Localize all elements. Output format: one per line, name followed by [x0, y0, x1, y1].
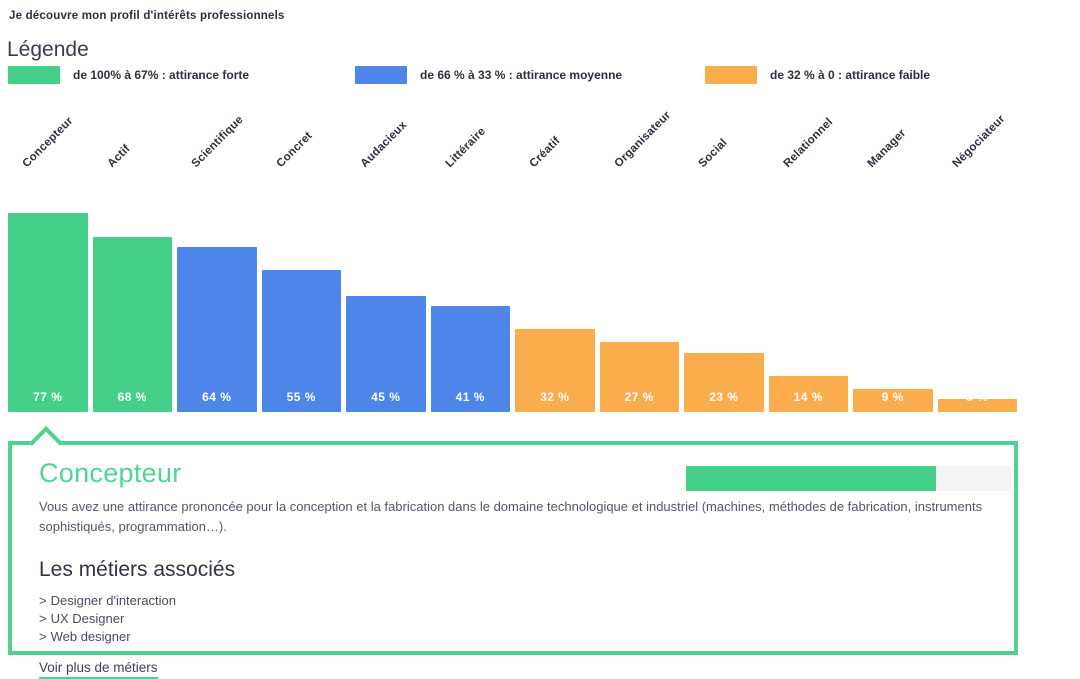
bar-column: 27 % [599, 154, 679, 412]
legend-color-swatch [705, 66, 757, 84]
legend-color-swatch [8, 66, 60, 84]
legend-heading: Légende [7, 38, 89, 61]
bar-value-label: 77 % [33, 390, 63, 404]
bar-audacieux[interactable]: 45 % [346, 295, 426, 412]
detail-panel-content: Concepteur Vous avez une attirance prono… [12, 445, 1014, 679]
jobs-list: > Designer d'interaction > UX Designer > Web … [39, 592, 1000, 645]
legend-color-swatch [355, 66, 407, 84]
bar-column: 32 % [515, 154, 595, 412]
bar-négociateur[interactable]: 5 % [937, 399, 1018, 412]
bar-littéraire[interactable]: 41 % [430, 306, 510, 412]
job-item-label: UX Designer [50, 611, 125, 627]
job-item-label: Web designer [50, 629, 131, 645]
bar-column: 45 % [346, 154, 426, 412]
bar-concret[interactable]: 55 % [261, 270, 341, 412]
bar-value-label: 32 % [540, 390, 570, 404]
legend-item-label: de 100% à 67% : attirance forte [73, 68, 250, 82]
see-more-jobs-link[interactable]: Voir plus de métiers [39, 660, 158, 679]
bar-value-label: 55 % [286, 390, 316, 404]
bar-value-label: 68 % [117, 390, 147, 404]
bar-créatif[interactable]: 32 % [515, 329, 595, 412]
job-list-item[interactable]: > Designer d'interaction [39, 592, 1000, 609]
legend-item: de 32 % à 0 : attirance faible [705, 66, 930, 84]
bar-column: 14 % [768, 154, 848, 412]
bar-actif[interactable]: 68 % [92, 236, 172, 412]
attraction-progress-bar [686, 466, 1011, 491]
bar-value-label: 14 % [793, 390, 823, 404]
bar-manager[interactable]: 9 % [853, 388, 933, 412]
attraction-progress-fill [686, 466, 937, 491]
jobs-heading: Les métiers associés [39, 558, 236, 582]
legend-item: de 66 % à 33 % : attirance moyenne [355, 66, 622, 84]
page-title: Je découvre mon profil d'intérêts profes… [9, 10, 285, 22]
detail-panel: Concepteur Vous avez une attirance prono… [8, 426, 1018, 679]
bar-column: 41 % [430, 154, 510, 412]
bar-concepteur[interactable]: 77 % [8, 213, 88, 412]
bar-value-label: 9 % [881, 390, 904, 404]
interest-bar-chart: 77 % 68 % 64 % 55 % 45 % 41 % 32 % 27 % 23 % 14 %… [8, 154, 1017, 412]
bar-social[interactable]: 23 % [684, 352, 764, 412]
bar-column: 5 % [937, 154, 1018, 412]
bar-column: 68 % [92, 154, 172, 412]
job-item-label: Designer d'interaction [50, 593, 176, 609]
chart-legend: de 100% à 67% : attirance forte de 66 % à… [8, 66, 1018, 88]
bar-value-label: 64 % [202, 390, 232, 404]
bar-column: 55 % [261, 154, 341, 412]
bar-column: 9 % [853, 154, 933, 412]
legend-item-label: de 32 % à 0 : attirance faible [770, 68, 931, 82]
legend-item-label: de 66 % à 33 % : attirance moyenne [420, 68, 623, 82]
job-item-chevron: > [39, 611, 47, 627]
job-item-chevron: > [39, 593, 47, 609]
profile-description: Vous avez une attirance prononcée pour l… [39, 498, 983, 535]
job-list-item[interactable]: > UX Designer [39, 610, 1000, 627]
bar-relationnel[interactable]: 14 % [768, 375, 848, 412]
detail-panel-title: Concepteur [39, 458, 182, 488]
bar-value-label: 27 % [624, 390, 654, 404]
bar-column: 23 % [684, 154, 764, 412]
bar-scientifique[interactable]: 64 % [177, 246, 257, 412]
bar-value-label: 41 % [455, 390, 485, 404]
job-list-item[interactable]: > Web designer [39, 628, 1000, 645]
bar-value-label: 45 % [371, 390, 401, 404]
legend-item: de 100% à 67% : attirance forte [8, 66, 249, 84]
job-item-chevron: > [39, 629, 47, 645]
bar-column: 77 % [8, 154, 88, 412]
bar-value-label: 5 % [938, 399, 1018, 403]
bar-column: 64 % [177, 154, 257, 412]
bar-value-label: 23 % [709, 390, 739, 404]
bar-organisateur[interactable]: 27 % [599, 342, 679, 412]
